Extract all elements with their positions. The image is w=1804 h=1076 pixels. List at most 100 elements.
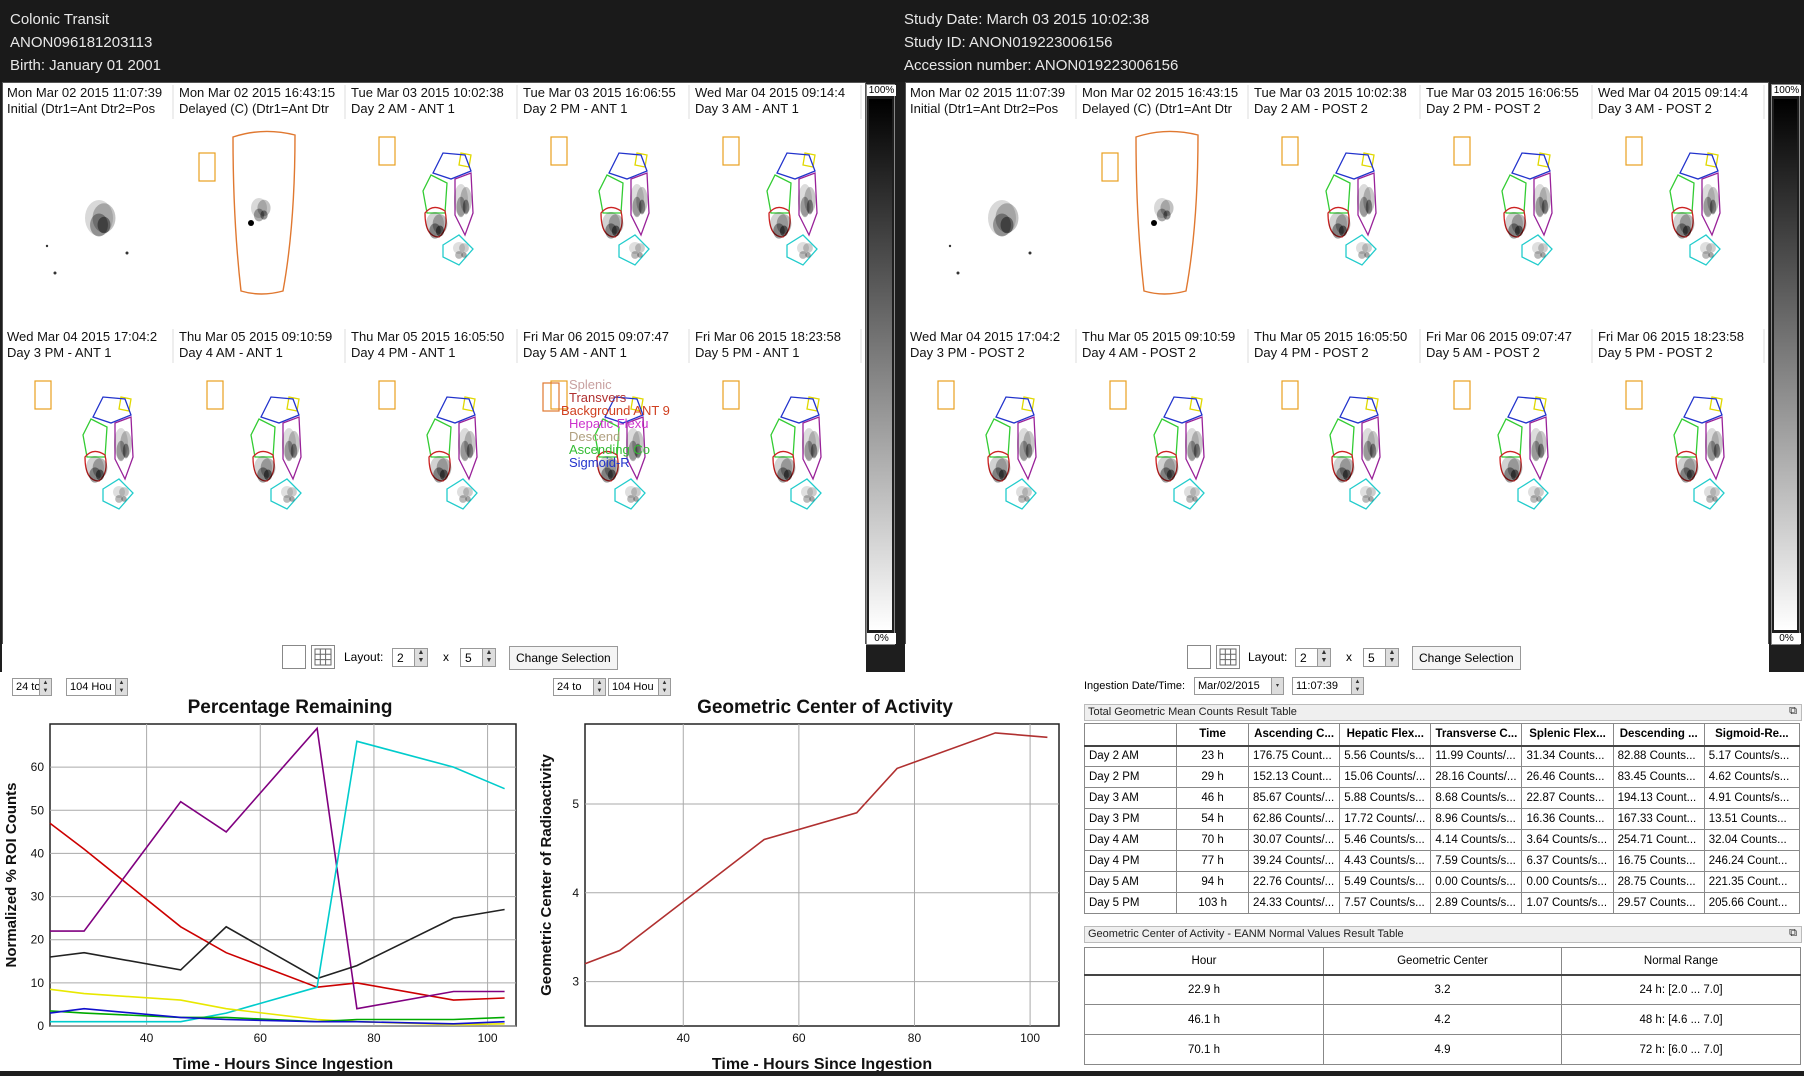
range-from-input[interactable]: 24 to ▲ ▼: [553, 678, 606, 696]
y-tick-label: 10: [31, 976, 45, 990]
table-row[interactable]: Day 3 PM 54 h 62.86 Counts/... 17.72 Counts…: [1083, 808, 1801, 830]
column-header[interactable]: Sigmoid-Re...: [1703, 723, 1801, 747]
column-header[interactable]: Time: [1176, 723, 1250, 747]
layout-cols-stepper[interactable]: 5 ▲ ▼: [1363, 648, 1399, 667]
table-cell: 16.36 Counts...: [1521, 808, 1614, 830]
layout-rows-stepper[interactable]: 2 ▲ ▼: [1295, 648, 1331, 667]
table-row[interactable]: Day 4 AM 70 h 30.07 Counts/... 5.46 Counts/…: [1083, 829, 1801, 851]
percentage-remaining-chart[interactable]: 40 60 80 100 0 10 20 30 40 50 60 Time - Hours Since…: [0, 718, 525, 1073]
frame-series-label: Day 3 PM - ANT 1: [7, 345, 112, 360]
column-header[interactable]: Hepatic Flex...: [1339, 723, 1432, 747]
change-selection-button[interactable]: Change Selection: [1412, 646, 1521, 670]
table-row[interactable]: Day 5 AM 94 h 22.76 Counts/... 5.49 Counts/…: [1083, 871, 1801, 893]
stepper-arrows-icon[interactable]: ▲ ▼: [658, 679, 670, 695]
stepper-arrows-icon[interactable]: ▲ ▼: [593, 679, 605, 695]
stepper-arrows-icon[interactable]: ▲ ▼: [115, 679, 127, 695]
single-layout-icon[interactable]: [282, 645, 306, 669]
layout-rows-stepper[interactable]: 2 ▲ ▼: [392, 648, 428, 667]
patient-id: ANON096181203113: [10, 34, 153, 51]
table-cell: 54 h: [1176, 808, 1250, 830]
y-tick-label: 20: [31, 933, 45, 947]
chart-svg: 40 60 80 100 3 4 5 Time - Hours Since Ingestion…: [538, 723, 1060, 1073]
geometric-center-chart[interactable]: 40 60 80 100 3 4 5 Time - Hours Since Ingestion…: [535, 718, 1075, 1073]
study-name: Colonic Transit: [10, 11, 110, 28]
ingestion-time-input[interactable]: 11:07:39 ▲ ▼: [1292, 677, 1364, 695]
intensity-scale-left[interactable]: 100% 0%: [866, 84, 896, 645]
intensity-scale-right[interactable]: 100% 0%: [1771, 84, 1801, 645]
frame-date-label: Wed Mar 04 2015 09:14:4: [695, 85, 845, 100]
column-header[interactable]: Transverse C...: [1430, 723, 1523, 747]
table-row[interactable]: 70.1 h 4.9 72 h: [6.0 ... 7.0]: [1084, 1034, 1801, 1065]
grid-layout-icon[interactable]: [1216, 645, 1240, 669]
roi-legend-label: Splenic: [569, 377, 612, 392]
table-row[interactable]: Day 2 PM 29 h 152.13 Count... 15.06 Counts/…: [1083, 766, 1801, 788]
range-from-input[interactable]: 24 to ▲ ▼: [12, 678, 52, 696]
single-layout-icon[interactable]: [1187, 645, 1211, 669]
frame-series-label: Day 2 PM - ANT 1: [523, 101, 628, 116]
ingestion-date-picker[interactable]: Mar/02/2015 ▾: [1194, 677, 1284, 695]
table-cell: 3.2: [1323, 974, 1562, 1005]
table-cell: 8.68 Counts/s...: [1430, 787, 1523, 809]
stepper-arrows-icon[interactable]: ▲ ▼: [414, 649, 427, 666]
pin-icon[interactable]: ⧉: [1789, 927, 1797, 939]
stepper-arrows-icon[interactable]: ▲ ▼: [1351, 678, 1363, 694]
anterior-image-panel[interactable]: Mon Mar 02 2015 11:07:39 Initial (Dtr1=An…: [2, 82, 866, 647]
posterior-image-panel[interactable]: Mon Mar 02 2015 11:07:39 Initial (Dtr1=An…: [905, 82, 1769, 647]
table-row[interactable]: Day 5 PM 103 h 24.33 Counts/... 7.57 Counts…: [1083, 892, 1801, 914]
pin-icon[interactable]: ⧉: [1789, 705, 1797, 717]
calendar-dropdown-icon[interactable]: ▾: [1271, 678, 1283, 694]
table-cell: 82.88 Counts...: [1612, 745, 1705, 767]
table-row[interactable]: 22.9 h 3.2 24 h: [2.0 ... 7.0]: [1084, 974, 1801, 1005]
stepper-arrows-icon[interactable]: ▲ ▼: [1385, 649, 1398, 666]
layout-label: Layout:: [344, 650, 384, 664]
stepper-arrows-icon[interactable]: ▲ ▼: [1317, 649, 1330, 666]
layout-bar-right: Layout: 2 ▲ ▼ x 5 ▲ ▼ Change Selection: [905, 644, 1769, 672]
grid-layout-icon[interactable]: [311, 645, 335, 669]
column-header[interactable]: Normal Range: [1561, 947, 1801, 976]
table-row[interactable]: Day 3 AM 46 h 85.67 Counts/... 5.88 Counts/…: [1083, 787, 1801, 809]
stepper-arrows-icon[interactable]: ▲ ▼: [39, 679, 51, 695]
stepper-arrows-icon[interactable]: ▲ ▼: [482, 649, 495, 666]
column-header[interactable]: Geometric Center: [1323, 947, 1562, 976]
column-header[interactable]: Ascending C...: [1248, 723, 1341, 747]
change-selection-button[interactable]: Change Selection: [509, 646, 618, 670]
table-row[interactable]: 46.1 h 4.2 48 h: [4.6 ... 7.0]: [1084, 1004, 1801, 1035]
range-to-input[interactable]: 104 Hou ▲ ▼: [608, 678, 671, 696]
frame-date-label: Wed Mar 04 2015 17:04:2: [7, 329, 157, 344]
table-row[interactable]: Day 2 AM 23 h 176.75 Count... 5.56 Counts/s…: [1083, 745, 1801, 767]
study-date: Study Date: March 03 2015 10:02:38: [904, 11, 1150, 28]
range-to-input[interactable]: 104 Hou ▲ ▼: [66, 678, 128, 696]
column-header[interactable]: Splenic Flex...: [1521, 723, 1614, 747]
column-header[interactable]: Descending ...: [1612, 723, 1705, 747]
column-header[interactable]: [1083, 723, 1178, 747]
frame-date-label: Thu Mar 05 2015 16:05:50: [1254, 329, 1407, 344]
column-header[interactable]: Hour: [1084, 947, 1324, 976]
table-row[interactable]: Day 4 PM 77 h 39.24 Counts/... 4.43 Counts/…: [1083, 850, 1801, 872]
table-cell: 5.46 Counts/s...: [1339, 829, 1432, 851]
plot-area: [584, 723, 1060, 1027]
layout-label: Layout:: [1248, 650, 1288, 664]
layout-cols-stepper[interactable]: 5 ▲ ▼: [460, 648, 496, 667]
